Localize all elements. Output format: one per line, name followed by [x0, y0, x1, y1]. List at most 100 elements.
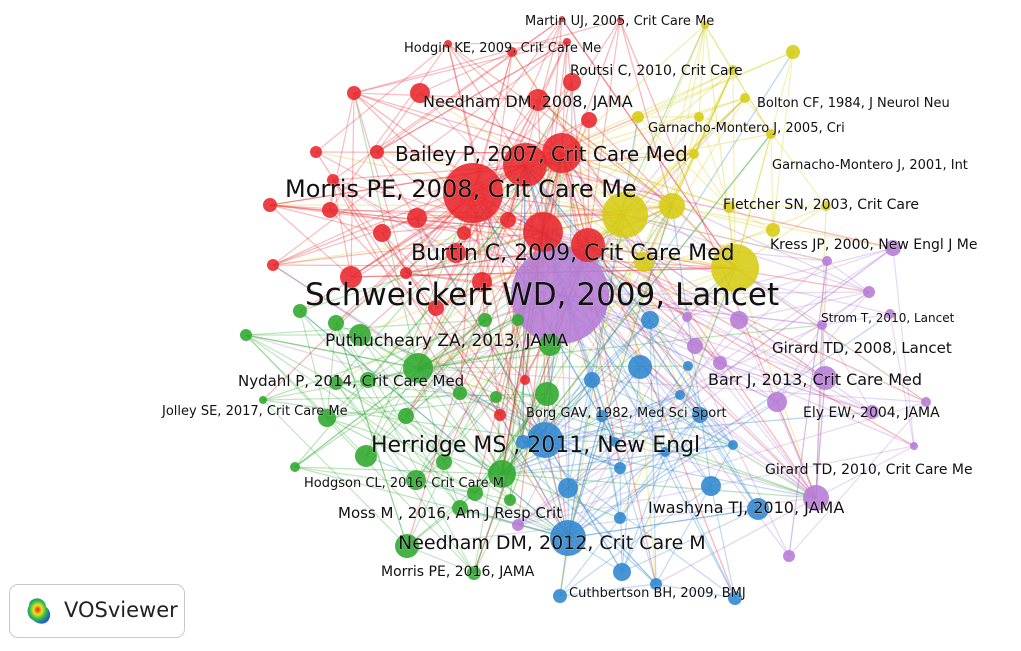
network-node-green[interactable]	[293, 304, 307, 318]
network-node-red[interactable]	[347, 86, 361, 100]
network-node-yellow[interactable]	[689, 149, 699, 159]
network-node-green[interactable]	[453, 386, 467, 400]
network-node-purple[interactable]	[865, 405, 879, 419]
network-node-green[interactable]	[290, 462, 300, 472]
network-node-blue[interactable]	[527, 422, 563, 458]
network-node-red[interactable]	[400, 267, 412, 279]
node-label-fletcher[interactable]: Fletcher SN, 2003, Crit Care	[723, 197, 920, 214]
node-label-strom[interactable]: Strom T, 2010, Lancet	[821, 311, 956, 326]
network-node-red[interactable]	[322, 202, 338, 218]
network-node-blue[interactable]	[614, 512, 626, 524]
network-node-green[interactable]	[318, 409, 336, 427]
network-node-blue[interactable]	[553, 589, 567, 603]
network-node-yellow[interactable]	[711, 244, 759, 292]
network-node-red[interactable]	[520, 375, 530, 385]
network-node-purple[interactable]	[921, 397, 931, 407]
network-node-yellow[interactable]	[766, 129, 776, 139]
network-node-green[interactable]	[403, 353, 433, 383]
network-node-green[interactable]	[349, 324, 371, 346]
network-node-green[interactable]	[406, 470, 426, 490]
network-node-yellow[interactable]	[821, 201, 831, 211]
network-node-green[interactable]	[395, 534, 419, 558]
network-node-green[interactable]	[398, 408, 414, 424]
network-node-blue[interactable]	[701, 476, 721, 496]
network-node-green[interactable]	[436, 454, 452, 470]
network-node-blue[interactable]	[610, 437, 620, 447]
network-node-green[interactable]	[467, 485, 483, 501]
node-label-moss[interactable]: Moss M , 2016, Am J Resp Crit	[338, 504, 563, 523]
network-node-blue[interactable]	[650, 578, 662, 590]
node-label-martin[interactable]: Martin UJ, 2005, Crit Care Me	[525, 14, 715, 30]
network-node-green[interactable]	[539, 334, 561, 356]
network-node-yellow[interactable]	[728, 65, 738, 75]
network-node-blue[interactable]	[675, 390, 685, 400]
node-label-hodgson[interactable]: Hodgson CL, 2016, Crit Care M	[304, 476, 505, 492]
network-node-purple[interactable]	[783, 550, 795, 562]
network-node-red[interactable]	[340, 266, 362, 288]
node-label-girard2008[interactable]: Girard TD, 2008, Lancet	[772, 339, 953, 358]
node-label-needham2012[interactable]: Needham DM, 2012, Crit Care M	[398, 532, 707, 555]
network-node-blue[interactable]	[516, 435, 530, 449]
network-node-purple[interactable]	[817, 320, 827, 330]
network-node-green[interactable]	[467, 566, 481, 580]
network-node-green[interactable]	[452, 500, 468, 516]
network-node-red[interactable]	[542, 133, 582, 173]
node-label-puthucheary[interactable]: Puthucheary ZA, 2013, JAMA	[325, 331, 570, 352]
network-node-blue[interactable]	[550, 520, 586, 556]
node-label-garnacho2001[interactable]: Garnacho-Montero J, 2001, Int	[772, 158, 969, 174]
node-label-barr[interactable]: Barr J, 2013, Crit Care Med	[708, 370, 923, 390]
node-label-garnacho2005[interactable]: Garnacho-Montero J, 2005, Cri	[648, 121, 846, 137]
node-label-nydahl[interactable]: Nydahl P, 2014, Crit Care Med	[238, 372, 465, 391]
network-node-red[interactable]	[263, 198, 277, 212]
network-node-purple[interactable]	[512, 519, 524, 531]
network-node-red[interactable]	[327, 174, 339, 186]
node-label-cuthbertson[interactable]: Cuthbertson BH, 2009, BMJ	[569, 586, 747, 602]
network-node-blue[interactable]	[596, 410, 608, 422]
network-node-yellow[interactable]	[634, 252, 654, 272]
network-node-green[interactable]	[490, 391, 502, 403]
network-node-blue[interactable]	[584, 372, 600, 388]
network-node-green[interactable]	[488, 460, 516, 488]
network-node-purple[interactable]	[910, 442, 918, 450]
network-node-red[interactable]	[310, 146, 322, 158]
node-label-kress[interactable]: Kress JP, 2000, New Engl J Me	[770, 237, 978, 254]
network-node-purple[interactable]	[863, 286, 875, 298]
network-node-red[interactable]	[444, 40, 452, 48]
network-node-yellow[interactable]	[740, 93, 750, 103]
network-node-purple[interactable]	[822, 256, 832, 266]
network-node-yellow[interactable]	[659, 193, 685, 219]
network-node-red[interactable]	[407, 208, 427, 228]
node-label-morris2008[interactable]: Morris PE, 2008, Crit Care Me	[285, 175, 638, 204]
network-node-purple[interactable]	[730, 311, 748, 329]
network-node-red[interactable]	[581, 112, 597, 128]
network-node-blue[interactable]	[641, 311, 659, 329]
network-node-purple[interactable]	[885, 309, 895, 319]
network-node-red[interactable]	[370, 145, 384, 159]
network-node-blue[interactable]	[613, 563, 631, 581]
network-node-yellow[interactable]	[694, 112, 704, 122]
network-node-purple[interactable]	[885, 240, 901, 256]
network-node-blue[interactable]	[628, 355, 652, 379]
network-node-green[interactable]	[355, 445, 377, 467]
network-node-red[interactable]	[443, 163, 503, 223]
node-label-ely[interactable]: Ely EW, 2004, JAMA	[803, 405, 941, 422]
network-node-red[interactable]	[563, 38, 571, 46]
network-node-red[interactable]	[428, 300, 444, 316]
node-label-needham2008[interactable]: Needham DM, 2008, JAMA	[423, 92, 634, 112]
network-node-red[interactable]	[559, 16, 565, 22]
network-node-red[interactable]	[410, 83, 430, 103]
network-node-yellow[interactable]	[602, 192, 648, 238]
network-node-red[interactable]	[494, 409, 506, 421]
node-label-bailey[interactable]: Bailey P, 2007, Crit Care Med	[395, 142, 689, 167]
node-label-borg[interactable]: Borg GAV, 1982, Med Sci Sport	[526, 406, 728, 422]
network-node-blue[interactable]	[728, 440, 738, 450]
network-node-red[interactable]	[523, 212, 563, 252]
network-node-blue[interactable]	[728, 591, 742, 605]
network-node-green[interactable]	[478, 313, 492, 327]
network-node-green[interactable]	[328, 315, 344, 331]
network-node-yellow[interactable]	[701, 21, 709, 29]
network-node-red[interactable]	[373, 224, 391, 242]
network-node-red[interactable]	[457, 226, 471, 240]
network-node-green[interactable]	[259, 396, 267, 404]
